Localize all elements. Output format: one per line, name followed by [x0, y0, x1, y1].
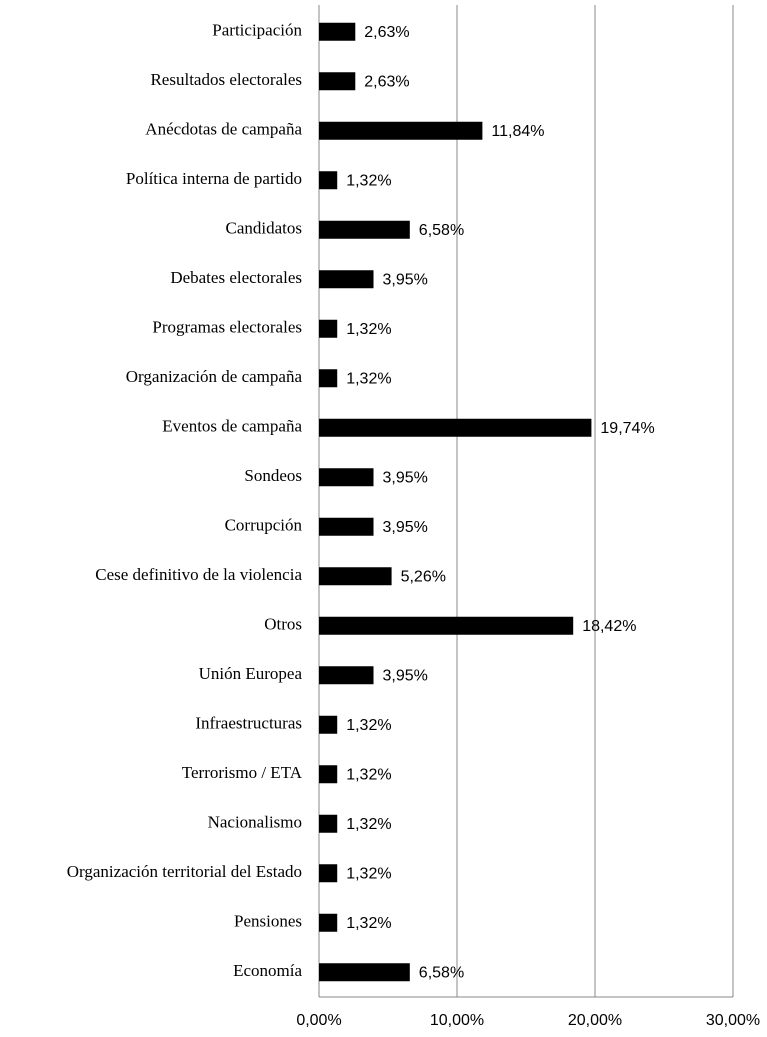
bar	[319, 765, 338, 784]
bar	[319, 864, 338, 883]
value-label: 1,32%	[346, 717, 391, 734]
y-tick-label: Economía	[233, 961, 302, 980]
value-label: 6,58%	[419, 964, 464, 981]
value-label: 1,32%	[346, 915, 391, 932]
y-tick-label: Política interna de partido	[126, 169, 302, 188]
y-tick-label: Pensiones	[234, 912, 302, 931]
value-label: 6,58%	[419, 222, 464, 239]
x-tick-label: 0,00%	[296, 1012, 341, 1029]
bar	[319, 270, 374, 289]
bar	[319, 913, 338, 932]
y-tick-label: Resultados electorales	[150, 70, 302, 89]
value-label: 3,95%	[383, 667, 428, 684]
bar	[319, 171, 338, 190]
bar	[319, 468, 374, 487]
value-label: 2,63%	[364, 73, 409, 90]
value-label: 5,26%	[401, 568, 446, 585]
bar	[319, 418, 592, 437]
bar	[319, 72, 356, 91]
bar	[319, 666, 374, 685]
y-tick-label: Infraestructuras	[195, 714, 302, 733]
bar	[319, 567, 392, 586]
y-tick-label: Otros	[264, 615, 302, 634]
value-label: 1,32%	[346, 321, 391, 338]
x-tick-label: 20,00%	[568, 1012, 622, 1029]
y-tick-label: Participación	[212, 21, 302, 40]
bar	[319, 715, 338, 734]
bar	[319, 220, 410, 239]
value-label: 1,32%	[346, 370, 391, 387]
bar	[319, 319, 338, 338]
y-tick-label: Organización de campaña	[126, 367, 303, 386]
bar	[319, 963, 410, 982]
value-label: 18,42%	[582, 618, 636, 635]
value-label: 3,95%	[383, 519, 428, 536]
value-label: 11,84%	[491, 123, 544, 140]
y-tick-label: Programas electorales	[152, 318, 302, 337]
value-label: 3,95%	[383, 271, 428, 288]
y-tick-label: Cese definitivo de la violencia	[95, 565, 302, 584]
value-label: 1,32%	[346, 816, 391, 833]
bar	[319, 616, 574, 635]
value-label: 19,74%	[600, 420, 654, 437]
y-tick-label: Debates electorales	[170, 268, 302, 287]
value-label: 2,63%	[364, 24, 409, 41]
x-tick-label: 10,00%	[430, 1012, 484, 1029]
y-tick-label: Anécdotas de campaña	[145, 120, 302, 139]
y-tick-label: Organización territorial del Estado	[67, 862, 302, 881]
y-tick-label: Nacionalismo	[208, 813, 302, 832]
value-label: 1,32%	[346, 865, 391, 882]
bar	[319, 22, 356, 41]
y-tick-label: Terrorismo / ETA	[182, 763, 303, 782]
y-tick-label: Unión Europea	[199, 664, 303, 683]
y-tick-label: Eventos de campaña	[162, 417, 302, 436]
x-tick-label: 30,00%	[706, 1012, 760, 1029]
value-label: 3,95%	[383, 469, 428, 486]
y-tick-label: Candidatos	[226, 219, 303, 238]
y-tick-label: Sondeos	[244, 466, 302, 485]
value-label: 1,32%	[346, 172, 391, 189]
value-label: 1,32%	[346, 766, 391, 783]
bar	[319, 814, 338, 833]
bar	[319, 369, 338, 388]
bar	[319, 121, 483, 140]
bar	[319, 517, 374, 536]
y-tick-label: Corrupción	[225, 516, 303, 535]
